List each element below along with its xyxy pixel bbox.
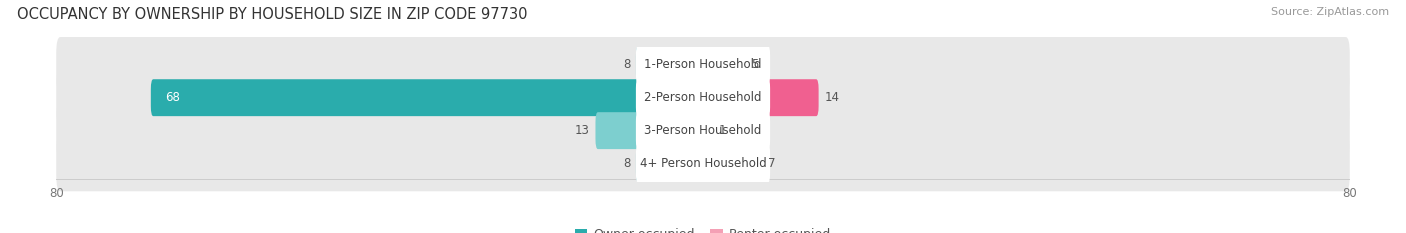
Text: 3-Person Household: 3-Person Household xyxy=(644,124,762,137)
FancyBboxPatch shape xyxy=(636,78,770,117)
FancyBboxPatch shape xyxy=(636,145,641,182)
Text: 1: 1 xyxy=(720,124,727,137)
Text: 14: 14 xyxy=(824,91,839,104)
Text: 2-Person Household: 2-Person Household xyxy=(644,91,762,104)
FancyBboxPatch shape xyxy=(765,79,818,116)
Text: 68: 68 xyxy=(166,91,180,104)
Legend: Owner-occupied, Renter-occupied: Owner-occupied, Renter-occupied xyxy=(569,223,837,233)
FancyBboxPatch shape xyxy=(711,112,768,149)
Text: 1-Person Household: 1-Person Household xyxy=(644,58,762,71)
FancyBboxPatch shape xyxy=(744,46,768,83)
FancyBboxPatch shape xyxy=(759,145,768,182)
Text: 4+ Person Household: 4+ Person Household xyxy=(640,157,766,170)
FancyBboxPatch shape xyxy=(150,79,641,116)
FancyBboxPatch shape xyxy=(636,144,770,183)
Text: OCCUPANCY BY OWNERSHIP BY HOUSEHOLD SIZE IN ZIP CODE 97730: OCCUPANCY BY OWNERSHIP BY HOUSEHOLD SIZE… xyxy=(17,7,527,22)
Text: 8: 8 xyxy=(623,58,630,71)
Text: 8: 8 xyxy=(623,157,630,170)
FancyBboxPatch shape xyxy=(56,37,1350,93)
Text: 5: 5 xyxy=(752,58,759,71)
FancyBboxPatch shape xyxy=(636,111,770,150)
FancyBboxPatch shape xyxy=(56,136,1350,191)
FancyBboxPatch shape xyxy=(636,46,641,83)
Text: 13: 13 xyxy=(575,124,591,137)
Text: Source: ZipAtlas.com: Source: ZipAtlas.com xyxy=(1271,7,1389,17)
FancyBboxPatch shape xyxy=(636,45,770,84)
Text: 7: 7 xyxy=(768,157,775,170)
FancyBboxPatch shape xyxy=(596,112,641,149)
FancyBboxPatch shape xyxy=(56,70,1350,125)
FancyBboxPatch shape xyxy=(56,103,1350,158)
